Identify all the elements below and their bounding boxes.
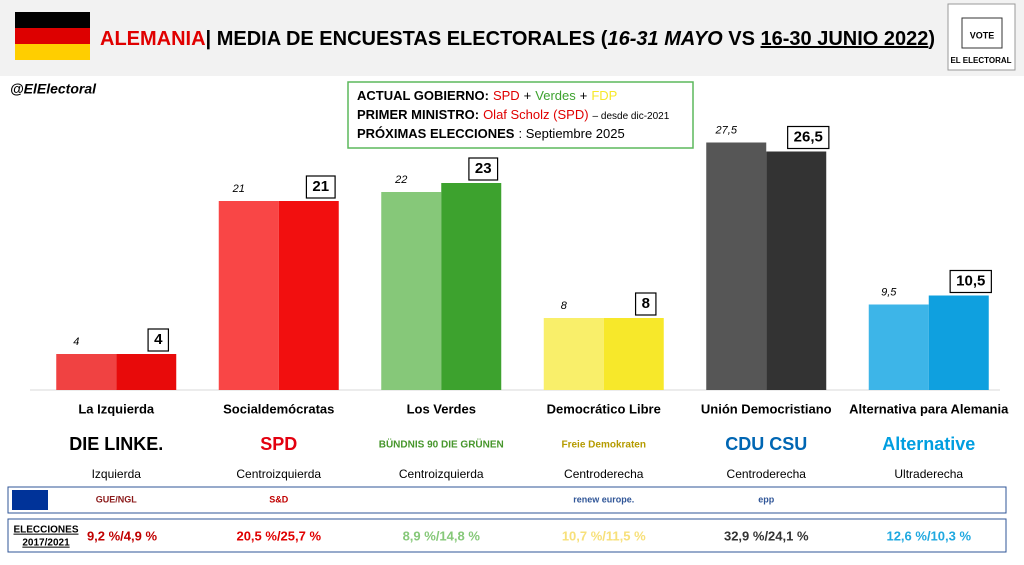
- bar: [116, 354, 177, 390]
- eu-group: epp: [758, 494, 775, 504]
- party-logo: Alternative: [882, 434, 975, 454]
- value-label-box: [305, 175, 336, 199]
- elections-label: ELECCIONES: [13, 525, 78, 536]
- info-value: Olaf Scholz (SPD): [483, 107, 588, 122]
- flag-stripe: [15, 44, 90, 60]
- value-label: 10,5: [956, 272, 985, 289]
- info-line: PRÓXIMAS ELECCIONES: Septiembre 2025: [357, 126, 625, 141]
- election-result: 32,9 %/24,1 %: [724, 528, 809, 543]
- eu-group: renew europe.: [573, 494, 634, 504]
- value-label: 23: [475, 160, 492, 177]
- title-part: ALEMANIA: [100, 28, 206, 50]
- category-label: Los Verdes: [407, 401, 476, 416]
- value-label: 4: [73, 336, 79, 348]
- value-label-box: [468, 157, 499, 181]
- bar: [381, 192, 442, 390]
- value-label-box: [147, 328, 170, 352]
- value-label-box: [634, 292, 657, 316]
- bar: [928, 295, 989, 390]
- info-value: – desde dic-2021: [593, 111, 670, 122]
- party-logo: Freie Demokraten: [562, 440, 646, 451]
- category-label: Socialdemócratas: [223, 401, 334, 416]
- title-part: 16-31 MAYO: [607, 28, 723, 50]
- bar: [706, 142, 767, 390]
- info-box: [347, 81, 694, 149]
- bar: [218, 201, 279, 390]
- info-line: ACTUAL GOBIERNO: SPD + Verdes + FDP: [357, 88, 617, 103]
- eu-flag: [12, 490, 48, 510]
- category-label: Democrático Libre: [547, 401, 661, 416]
- logo-text: VOTE: [970, 30, 995, 40]
- bar: [766, 151, 827, 390]
- eu-group: S&D: [269, 494, 289, 504]
- value-label: 9,5: [881, 286, 897, 298]
- logo-text: EL ELECTORAL: [950, 56, 1011, 65]
- eu-group: GUE/NGL: [96, 494, 138, 504]
- value-label: 26,5: [794, 128, 823, 145]
- category-label: La Izquierda: [78, 401, 155, 416]
- elections-label: 2017/2021: [22, 538, 70, 549]
- bar: [603, 318, 664, 390]
- ideology: Centroderecha: [564, 467, 644, 481]
- value-label: 8: [561, 300, 568, 312]
- bar: [56, 354, 117, 390]
- party-logo: BÜNDNIS 90 DIE GRÜNEN: [379, 438, 504, 451]
- info-value: +: [580, 88, 588, 103]
- title: ALEMANIA| MEDIA DE ENCUESTAS ELECTORALES…: [100, 28, 935, 50]
- party-logo: CDU CSU: [725, 434, 807, 454]
- value-label: 4: [154, 331, 163, 348]
- handle: @ElElectoral: [10, 81, 97, 97]
- info-label: ACTUAL GOBIERNO:: [357, 88, 489, 103]
- ideology: Centroderecha: [727, 467, 807, 481]
- value-label: 21: [232, 183, 245, 195]
- party-logo: DIE LINKE.: [69, 434, 163, 454]
- title-part: 16-30 JUNIO 2022: [761, 28, 929, 50]
- value-label-box: [949, 269, 992, 294]
- election-result: 10,7 %/11,5 %: [562, 528, 646, 543]
- header-band: [0, 0, 1024, 76]
- info-label: PRIMER MINISTRO:: [357, 107, 479, 122]
- bar: [278, 201, 339, 390]
- bar: [543, 318, 604, 390]
- party-logo: SPD: [260, 434, 297, 454]
- title-part: ): [928, 28, 935, 50]
- category-label: Alternativa para Alemania: [849, 401, 1009, 416]
- value-label-box: [787, 125, 830, 150]
- election-result: 20,5 %/25,7 %: [236, 528, 321, 543]
- election-result: 12,6 %/10,3 %: [886, 528, 971, 543]
- title-part: VS: [723, 28, 761, 50]
- info-label: PRÓXIMAS ELECCIONES: [357, 126, 515, 141]
- eu-row: [7, 486, 1007, 514]
- bar: [868, 304, 929, 390]
- info-line: PRIMER MINISTRO: Olaf Scholz (SPD) – desde…: [357, 107, 670, 122]
- value-label: 22: [394, 174, 407, 186]
- ideology: Izquierda: [92, 467, 142, 481]
- title-part: | MEDIA DE ENCUESTAS ELECTORALES (: [206, 28, 608, 50]
- value-label: 27,5: [715, 124, 738, 136]
- flag-stripe: [15, 12, 90, 28]
- ballot-box: [961, 17, 1003, 49]
- ideology: Centroizquierda: [399, 467, 484, 481]
- election-result: 8,9 %/14,8 %: [403, 528, 481, 543]
- value-label: 8: [642, 295, 650, 312]
- info-value: FDP: [591, 88, 617, 103]
- elections-row: [7, 518, 1007, 553]
- ideology: Ultraderecha: [894, 467, 963, 481]
- election-result: 9,2 %/4,9 %: [87, 528, 158, 543]
- info-value: +: [524, 88, 532, 103]
- bar: [441, 183, 502, 390]
- category-label: Unión Democristiano: [701, 401, 832, 416]
- info-value: : Septiembre 2025: [518, 126, 624, 141]
- flag-stripe: [15, 28, 90, 44]
- ideology: Centroizquierda: [236, 467, 321, 481]
- value-label: 21: [312, 178, 329, 195]
- info-value: SPD: [493, 88, 520, 103]
- info-value: Verdes: [535, 88, 576, 103]
